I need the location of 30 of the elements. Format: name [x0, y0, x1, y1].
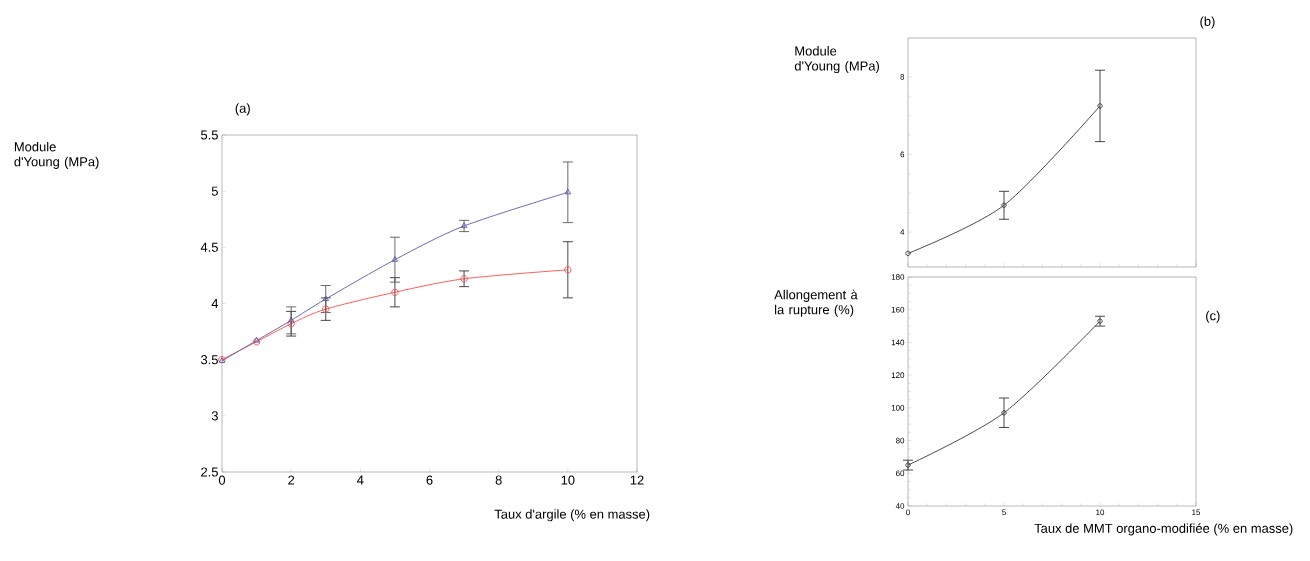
y-axis-title: Module d'Young (MPa) [794, 46, 880, 74]
x-axis-title: Taux de MMT organo-modifiée (% en masse) [1034, 523, 1293, 536]
chart-title: (a) [235, 103, 250, 116]
y-tick-label: 5.5 [200, 130, 218, 140]
text: (c) [1206, 310, 1220, 323]
x-tick-label: 2 [288, 475, 295, 485]
point [391, 256, 399, 262]
y-tick-label: 3.5 [200, 355, 218, 365]
y-tick-label: 4 [211, 299, 219, 308]
x-tick-label: 6 [426, 475, 433, 485]
x-axis-title: Taux d'argile (% en masse) [494, 509, 650, 522]
point [391, 288, 399, 296]
y-tick-label: 2.5 [201, 467, 218, 477]
x-tick-label: 12 [630, 475, 644, 485]
point [287, 320, 295, 328]
x-tick-label: 0 [218, 475, 226, 485]
y-axis-title: Module d'Young (MPa) [14, 141, 99, 169]
x-tick-label: 10 [561, 475, 575, 485]
y-axis-title: Allongement à la rupture (%) [774, 289, 858, 317]
point [322, 305, 330, 313]
point [287, 316, 295, 323]
y-tick-label: 4.5 [200, 242, 218, 252]
point [460, 275, 468, 283]
point [564, 266, 572, 274]
chart-title: (b) [1200, 16, 1215, 29]
x-tick-label: 4 [357, 475, 364, 485]
point [564, 188, 572, 195]
y-tick-label: 3 [211, 411, 218, 421]
x-tick-label: 8 [495, 475, 502, 485]
y-tick-label: 5 [211, 186, 218, 196]
